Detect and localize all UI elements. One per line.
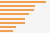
Bar — [0, 13, 29, 15]
Bar — [0, 30, 12, 32]
Bar — [0, 18, 25, 20]
Bar — [0, 22, 25, 24]
Bar — [0, 26, 16, 28]
Bar — [0, 1, 46, 3]
Bar — [0, 9, 34, 11]
Bar — [0, 5, 35, 7]
